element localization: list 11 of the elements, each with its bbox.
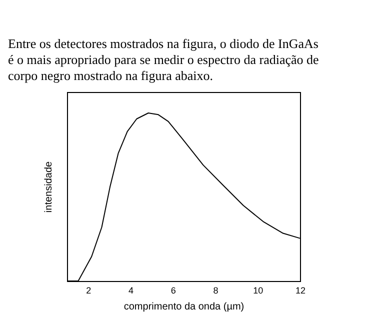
x-tick-label: 8 (213, 286, 218, 296)
x-tick-label: 2 (86, 286, 92, 296)
x-axis-title: comprimento da onda (µm) (124, 302, 244, 312)
x-tick-label: 6 (170, 286, 176, 296)
text: é o mais apropriado para se medir o espectro da radiação de (8, 52, 320, 67)
x-tick-label: 12 (295, 286, 306, 296)
text: Entre os detectores mostrados na figura, o diodo de InGaAs (8, 36, 318, 51)
x-tick-label: 10 (253, 286, 264, 296)
text: corpo negro mostrado na figura abaixo. (8, 68, 214, 83)
y-axis-title: intensidade (44, 160, 54, 213)
x-tick-label: 4 (128, 286, 134, 296)
